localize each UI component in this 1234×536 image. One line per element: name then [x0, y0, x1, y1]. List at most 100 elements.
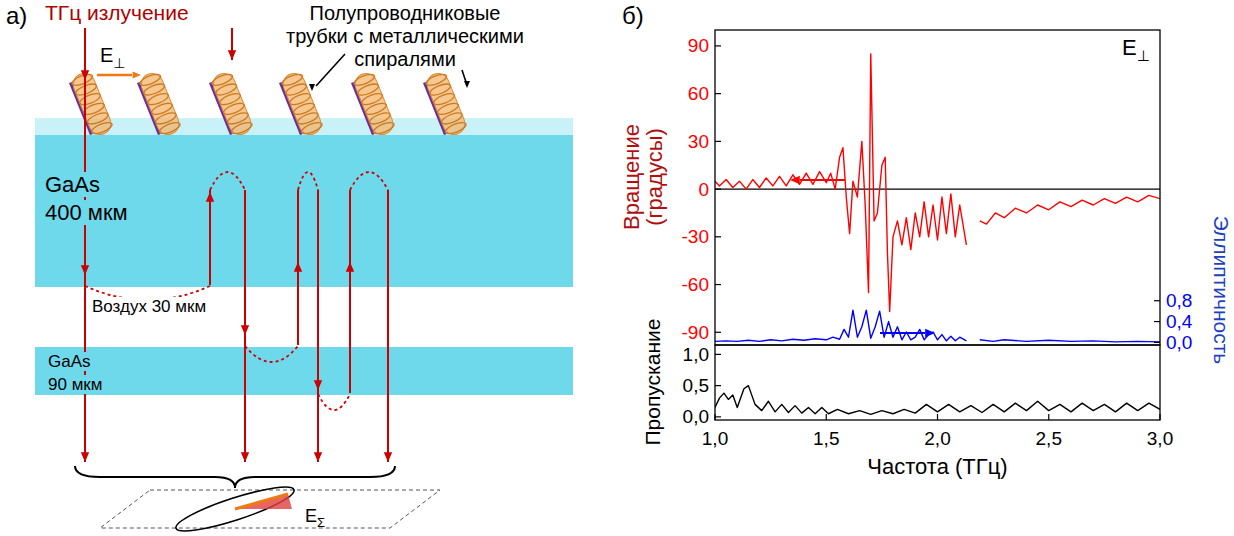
tubes-label: Полупроводниковые [310, 2, 501, 24]
x-tick-label: 1,0 [702, 428, 728, 449]
gaas-thick-layer [35, 135, 573, 287]
layer-label: GaAs [48, 352, 91, 371]
series-line [715, 386, 1160, 415]
polarization-arrow [97, 74, 132, 77]
pointer [462, 70, 466, 82]
spiral-turn [284, 82, 307, 98]
label-patch [46, 375, 104, 394]
y-tick [715, 45, 721, 46]
spiral-turn [154, 111, 177, 127]
tubes-label: спиралями [354, 48, 456, 70]
x-tick [1159, 414, 1160, 420]
x-tick [826, 414, 827, 420]
spiral-turn [74, 82, 97, 98]
reflection-arc [245, 346, 298, 362]
y-tick-label: 30 [688, 131, 709, 152]
arrow-head [228, 50, 236, 60]
y-tick-label: -30 [682, 226, 709, 247]
spiral-turn [425, 72, 448, 88]
symbol-main: E [305, 506, 317, 526]
y2-tick [1154, 342, 1160, 343]
series-line [715, 310, 1160, 342]
spiral-turn [78, 91, 101, 107]
y-tick [715, 354, 721, 355]
pointer [316, 54, 345, 86]
x-axis-title: Частота (ТГц) [867, 454, 1007, 479]
arrow-head [790, 176, 800, 184]
y-tick [715, 188, 721, 189]
plot-area [715, 386, 1160, 415]
arrow-head [925, 329, 935, 337]
spiral-turn [444, 120, 467, 136]
spiral-turn [214, 82, 237, 98]
polarization-ellipse [173, 479, 298, 536]
label-patch [46, 352, 93, 371]
y-tick-label: 0,0 [683, 406, 709, 427]
brace [75, 466, 395, 488]
y-tick [715, 236, 721, 237]
reflection-arc [350, 172, 388, 190]
arrow-head [81, 452, 89, 462]
spiral-turn [142, 82, 165, 98]
x-tick-label: 1,5 [813, 428, 839, 449]
arrow-head [241, 325, 249, 335]
arrow-head [81, 265, 89, 275]
y-tick [715, 332, 721, 333]
y-axis-title: Пропускание [641, 319, 664, 446]
spiral-turn [436, 101, 459, 117]
figure: а)ТГц излучениеE⊥Полупроводниковыетрубки… [0, 0, 1234, 536]
y-tick-label: 0 [698, 179, 709, 200]
spiral-turn [440, 111, 463, 127]
symbol-main: E [1122, 35, 1137, 60]
arrow-head [384, 452, 392, 462]
spiral-turn [150, 101, 173, 117]
y-tick [715, 141, 721, 142]
chart-1: 0,00,51,01,01,52,02,53,0ПропусканиеЧасто… [641, 319, 1173, 479]
tube [137, 70, 182, 138]
y-axis-title: (градусы) [642, 128, 667, 226]
y-axis-title: Вращение [619, 124, 644, 230]
y-tick [715, 416, 721, 417]
rotation-wedge [235, 494, 292, 509]
ray [349, 190, 351, 393]
panel-a: а)ТГц излучениеE⊥Полупроводниковыетрубки… [6, 1, 573, 536]
spiral-turn [428, 82, 451, 98]
tube-body [210, 70, 254, 138]
spiral-turn [139, 72, 162, 88]
field-vector [235, 494, 288, 509]
y-tick [715, 385, 721, 386]
x-tick [714, 414, 715, 420]
arrow-head [81, 70, 89, 80]
spiral-turn [222, 101, 245, 117]
plot-frame [715, 30, 1160, 345]
spiral-turn [158, 120, 181, 136]
y2-tick-label: 0,4 [1166, 311, 1193, 332]
panel-label: б) [622, 2, 644, 29]
y-tick-label: -90 [682, 322, 709, 343]
x-tick-label: 3,0 [1147, 428, 1173, 449]
result-label: EΣ [305, 506, 325, 530]
series-line [715, 54, 1160, 312]
y-tick-label: -60 [682, 274, 709, 295]
tubes-label: трубки с металлическими [286, 25, 524, 47]
zero-line [715, 188, 1160, 189]
layer-label: Воздух 30 мкм [92, 297, 206, 316]
y-tick-label: 60 [688, 83, 709, 104]
arrow-head [133, 71, 141, 78]
spiral-turn [300, 120, 323, 136]
tube-body [424, 70, 468, 138]
tube [209, 70, 254, 138]
symbol-sub: ⊥ [113, 55, 125, 71]
label-patch [90, 297, 208, 316]
polarization-label: E⊥ [100, 44, 126, 71]
y-tick [715, 93, 721, 94]
arrow-head [314, 452, 322, 462]
ray [84, 28, 86, 462]
symbol-sub: Σ [317, 515, 325, 530]
spiral-turn [353, 72, 376, 88]
arrow-head [314, 380, 322, 390]
tube [69, 70, 114, 138]
y-tick [715, 284, 721, 285]
spiral-turn [372, 120, 395, 136]
arrow-head [309, 84, 315, 91]
